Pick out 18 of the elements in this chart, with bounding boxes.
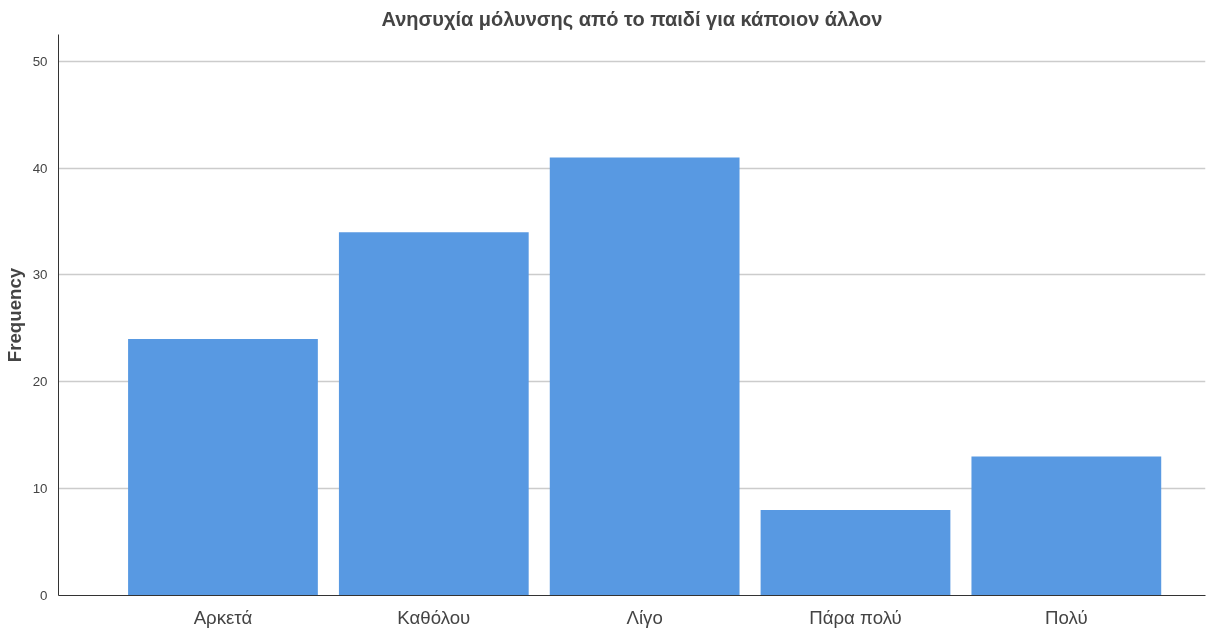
x-tick-label: Λίγο <box>626 606 663 628</box>
y-tick-label: 20 <box>32 374 48 390</box>
y-tick-label: 30 <box>32 267 48 283</box>
bar <box>338 232 529 596</box>
bar <box>549 157 740 596</box>
bar <box>971 456 1162 596</box>
y-tick-label: 50 <box>32 53 48 69</box>
bar <box>760 510 951 596</box>
x-tick-label: Πολύ <box>1045 606 1088 628</box>
y-axis-title: Frequency <box>3 267 25 363</box>
bar <box>128 339 318 596</box>
y-tick-label: 40 <box>32 160 48 176</box>
x-tick-label: Πάρα πολύ <box>809 606 902 628</box>
x-tick-label: Αρκετά <box>193 606 253 628</box>
x-tick-label: Καθόλου <box>397 606 471 628</box>
y-tick-label: 10 <box>32 481 48 497</box>
chart-title: Ανησυχία μόλυνσης από το παιδί για κάποιον άλλον <box>381 7 883 30</box>
y-tick-label: 0 <box>40 588 48 603</box>
